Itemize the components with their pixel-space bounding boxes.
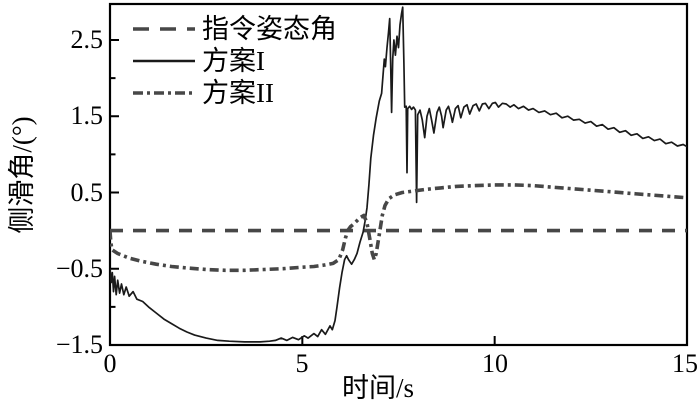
y-tick-label: 2.5 [70,25,104,54]
legend: 指令姿态角 方案I 方案II [130,13,337,109]
legend-item-label: 指令姿态角 [202,14,337,44]
y-tick-label: 1.5 [70,101,104,130]
x-axis-label: 时间/s [341,373,414,403]
dashdot-line-sample-icon [133,91,195,95]
legend-item: 方案II [130,77,337,109]
x-tick-label: 0 [103,349,117,378]
x-tick-label: 10 [482,349,508,378]
x-tick-label: 5 [295,349,309,378]
x-tick-label: 15 [672,349,698,378]
y-tick-label: −0.5 [55,254,103,283]
legend-item: 指令姿态角 [130,13,337,45]
y-tick-label: 0.5 [70,178,104,207]
legend-item-label: 方案I [202,46,265,76]
y-tick-label: −1.5 [55,330,103,359]
y-axis-label: 侧滑角/(°) [7,116,37,234]
legend-item: 方案I [130,45,337,77]
dashed-line-sample-icon [133,27,195,31]
solid-line-sample-icon [133,59,195,63]
legend-item-label: 方案II [202,78,274,108]
